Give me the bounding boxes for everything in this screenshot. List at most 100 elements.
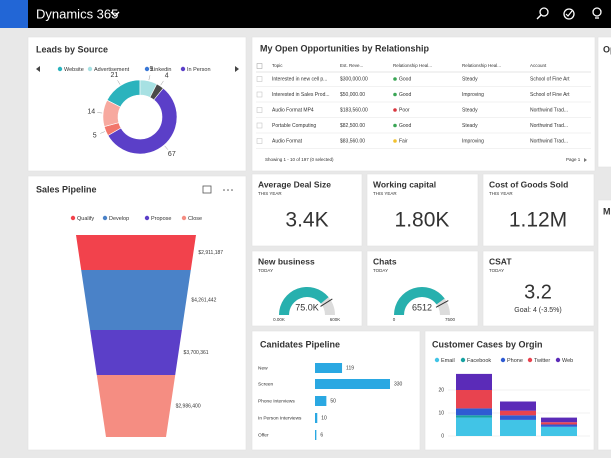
table-cell: $50,000.00 [340,92,365,98]
checkbox[interactable] [256,91,263,98]
bar [315,363,343,373]
gauge-value: 6512 [412,302,432,312]
panel [597,199,611,451]
data-label: 4 [165,73,169,80]
gauge-min: 0.00K [273,317,285,322]
table-link[interactable]: Audio Format MP4 [272,107,314,113]
table-link[interactable]: Northwind Trad... [530,123,568,129]
table-link[interactable]: Portable Computing [272,123,316,129]
data-label: 67 [168,151,176,158]
gauge-fill [279,287,329,315]
legend-dot [181,215,187,221]
legend-dot [527,357,533,363]
bar-segment [541,417,577,423]
bar-segment [500,401,536,411]
table-cell: Steady [462,107,478,113]
task-icon[interactable] [563,8,575,20]
legend-next[interactable] [235,66,239,72]
bar-segment [456,417,492,436]
legend-dot [500,357,506,363]
legend-dot [87,66,93,72]
legend-dot [102,215,108,221]
panel-title: M [603,206,611,216]
legend-dot [180,66,186,72]
table-link[interactable]: Northwind Trad... [530,138,568,144]
bar-segment [500,419,536,436]
checkbox[interactable] [256,107,263,113]
funnel-segment [96,375,176,437]
expand-icon[interactable] [202,185,212,194]
panel [251,330,421,451]
app-name[interactable]: Dynamics 365 [36,6,118,21]
category-label: Screen [258,381,274,387]
search-icon[interactable] [536,7,549,20]
table-cell: $83,560.00 [340,138,365,144]
status-dot [393,77,397,81]
table-cell: Steady [462,123,478,129]
app-launcher[interactable] [0,0,28,28]
pager: Page 1 [566,157,581,162]
table-link[interactable]: School of Fine Art [530,92,570,98]
table-link[interactable]: Interested in Sales Prod... [272,92,330,98]
bar-segment [456,415,492,418]
bar-segment [500,415,536,420]
bar-segment [541,422,577,425]
column-header: Relationship Heal... [462,63,501,68]
data-label: 6 [320,432,323,438]
legend-label: Develop [109,216,129,222]
data-label: 330 [394,381,403,387]
more-dot[interactable] [231,189,233,191]
checkbox[interactable] [256,138,263,144]
panel [251,173,363,247]
kpi-period: THIS YEAR [373,191,397,196]
page-next[interactable] [584,158,587,162]
status-dot [393,108,397,112]
legend-dot [555,357,561,363]
table-link[interactable]: Northwind Trad... [530,107,568,113]
table-link[interactable]: School of Fine Art [530,76,570,82]
category-label: In Person Interviews [258,415,302,421]
data-label: $2,986,400 [176,403,201,409]
table-footer: Showing 1 - 10 of 197 (0 selected) [265,157,334,162]
leader-line [160,80,164,86]
data-label: 9 [149,66,153,73]
data-label: 10 [321,415,327,421]
panel [597,36,611,168]
more-dot[interactable] [223,189,225,191]
gauge-min: 0 [393,317,396,322]
leader-line [100,131,105,134]
legend-label: In Person [187,67,211,73]
legend-label: Advertisement [94,67,130,73]
panel [366,173,479,247]
kpi-title: Working capital [373,179,436,189]
table-link[interactable]: Audio Format [272,138,303,144]
legend-prev[interactable] [36,66,40,72]
checkbox[interactable] [256,76,263,82]
bar [315,379,390,389]
donut-slice [102,99,121,127]
kpi-value: 3.4K [285,209,328,232]
data-label: 5 [93,133,97,140]
data-label: $4,261,442 [191,297,216,303]
app-chevron[interactable] [110,11,120,17]
leader-line [117,80,121,85]
kpi-value: 1.80K [395,209,450,232]
kpi-title: New business [258,256,315,266]
bar-segment [456,390,492,409]
leader-line [148,75,151,81]
table-cell: Improving [462,138,484,144]
gauge-target [320,298,333,307]
checkbox[interactable] [256,122,263,129]
help-icon[interactable] [592,7,602,19]
status-dot [393,123,397,128]
legend-label: Phone [507,358,523,364]
legend-label: Web [562,358,573,364]
y-tick-label: 10 [438,410,444,416]
table-cell: Good [399,123,411,129]
table-link[interactable]: Interested in new cell p... [272,76,327,82]
data-label: 50 [330,398,336,404]
legend-label: Twitter [534,358,550,364]
kpi-period: TODAY [489,268,504,273]
more-dot[interactable] [227,189,229,191]
